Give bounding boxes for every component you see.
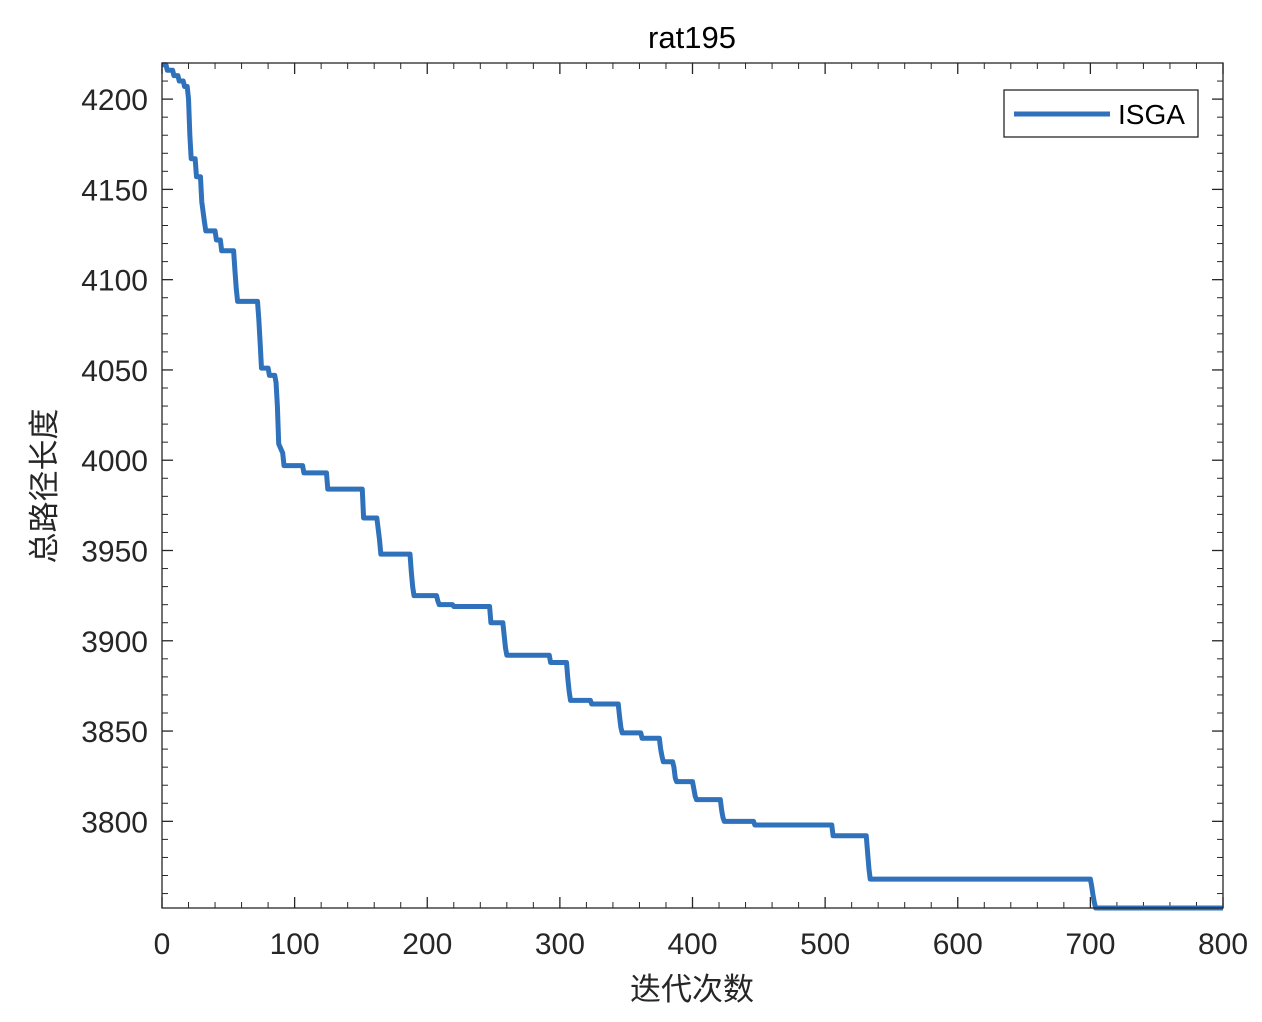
x-tick-label-100: 100 [270,928,320,961]
y-tick-label-4100: 4100 [81,265,148,298]
y-tick-label-4050: 4050 [81,355,148,388]
x-tick-labels: 0 100 200 300 400 500 600 700 800 [154,928,1248,961]
y-tick-label-3800: 3800 [81,806,148,839]
y-tick-labels: 3800 3850 3900 3950 4000 4050 4100 4150 4200 [81,84,148,839]
x-tick-label-600: 600 [933,928,983,961]
y-tick-label-3850: 3850 [81,716,148,749]
x-tick-label-400: 400 [667,928,717,961]
x-tick-label-300: 300 [535,928,585,961]
y-tick-label-4200: 4200 [81,84,148,117]
x-tick-label-0: 0 [154,928,171,961]
legend: ISGA [1003,89,1199,138]
legend-label-isga: ISGA [1118,99,1185,130]
y-tick-label-4150: 4150 [81,174,148,207]
plot-background [162,63,1223,908]
x-tick-label-200: 200 [402,928,452,961]
plot-frame [161,62,1224,909]
series-layer [162,62,1223,911]
y-tick-label-3900: 3900 [81,626,148,659]
series-line-isga [162,62,1223,911]
x-axis-label: 迭代次数 [630,972,754,1008]
minor-ticks [162,62,1223,908]
chart-title: rat195 [648,20,736,55]
y-tick-label-3950: 3950 [81,536,148,569]
y-axis-label: 总路径长度 [27,409,63,564]
x-tick-label-500: 500 [800,928,850,961]
y-tick-label-4000: 4000 [81,445,148,478]
x-tick-label-700: 700 [1065,928,1115,961]
x-tick-label-800: 800 [1198,928,1248,961]
